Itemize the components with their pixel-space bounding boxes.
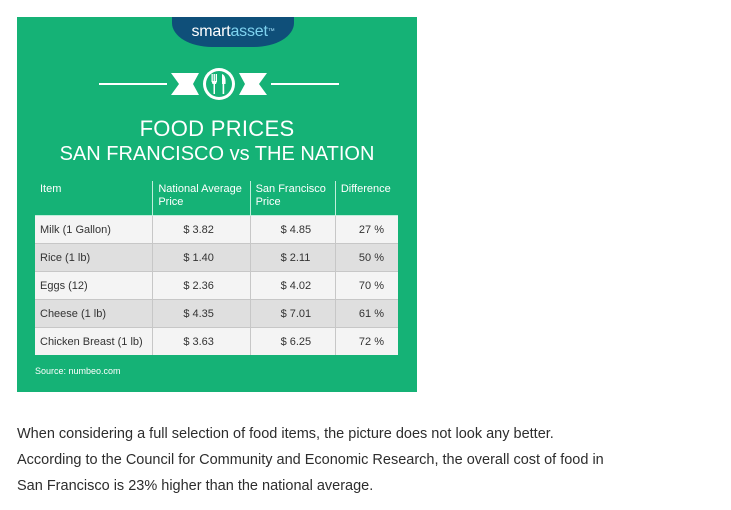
emblem-divider bbox=[17, 67, 417, 101]
sf-price-cell: $ 4.02 bbox=[250, 271, 336, 300]
table-row: Milk (1 Gallon) $ 3.82 $ 4.85 27 % bbox=[35, 215, 398, 244]
national-price-cell: $ 1.40 bbox=[152, 243, 251, 272]
logo-text-smart: smart bbox=[191, 23, 231, 40]
divider-line-right bbox=[271, 83, 339, 85]
fork-and-knife-icon bbox=[171, 68, 267, 100]
header-item: Item bbox=[35, 181, 154, 216]
logo-trademark: ™ bbox=[267, 28, 275, 35]
header-difference: Difference bbox=[335, 181, 398, 216]
item-cell: Milk (1 Gallon) bbox=[35, 215, 154, 244]
table-row: Rice (1 lb) $ 1.40 $ 2.11 50 % bbox=[35, 243, 398, 272]
header-national-average-price: National Average Price bbox=[152, 181, 251, 216]
article-line: San Francisco is 23% higher than the nat… bbox=[17, 478, 374, 494]
item-cell: Cheese (1 lb) bbox=[35, 299, 154, 328]
national-price-cell: $ 4.35 bbox=[152, 299, 251, 328]
sf-price-cell: $ 7.01 bbox=[250, 299, 336, 328]
article-paragraph: When considering a full selection of foo… bbox=[17, 421, 697, 499]
table-row: Chicken Breast (1 lb) $ 3.63 $ 6.25 72 % bbox=[35, 327, 398, 355]
article-line: According to the Council for Community a… bbox=[17, 452, 604, 468]
food-prices-infographic: smartasset™ FOOD PRICES SAN FRANCISCO vs… bbox=[17, 17, 417, 392]
sf-price-cell: $ 6.25 bbox=[250, 327, 336, 355]
infographic-title: FOOD PRICES bbox=[139, 116, 295, 141]
difference-cell: 50 % bbox=[335, 243, 398, 272]
difference-cell: 61 % bbox=[335, 299, 398, 328]
sf-price-cell: $ 4.85 bbox=[250, 215, 336, 244]
national-price-cell: $ 3.82 bbox=[152, 215, 251, 244]
header-san-francisco-price: San Francisco Price bbox=[250, 181, 336, 216]
table-header-row: Item National Average Price San Francisc… bbox=[35, 181, 398, 216]
sf-price-cell: $ 2.11 bbox=[250, 243, 336, 272]
item-cell: Eggs (12) bbox=[35, 271, 154, 300]
national-price-cell: $ 3.63 bbox=[152, 327, 251, 355]
difference-cell: 72 % bbox=[335, 327, 398, 355]
logo-text-asset: asset bbox=[230, 23, 268, 40]
national-price-cell: $ 2.36 bbox=[152, 271, 251, 300]
divider-line-left bbox=[99, 83, 167, 85]
food-price-table: Item National Average Price San Francisc… bbox=[35, 181, 398, 355]
difference-cell: 27 % bbox=[335, 215, 398, 244]
source-credit: Source: numbeo.com bbox=[35, 366, 121, 376]
smartasset-logo: smartasset™ bbox=[172, 17, 294, 47]
table-row: Cheese (1 lb) $ 4.35 $ 7.01 61 % bbox=[35, 299, 398, 328]
difference-cell: 70 % bbox=[335, 271, 398, 300]
article-line: When considering a full selection of foo… bbox=[17, 426, 554, 442]
item-cell: Chicken Breast (1 lb) bbox=[35, 327, 154, 355]
item-cell: Rice (1 lb) bbox=[35, 243, 154, 272]
infographic-subtitle: SAN FRANCISCO vs THE NATION bbox=[59, 143, 375, 165]
table-row: Eggs (12) $ 2.36 $ 4.02 70 % bbox=[35, 271, 398, 300]
